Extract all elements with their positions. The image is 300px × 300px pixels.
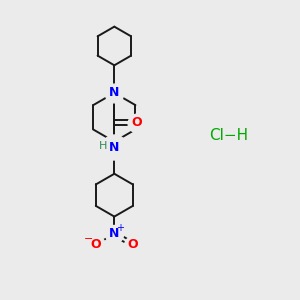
Text: O: O [131, 116, 142, 129]
Text: Cl−H: Cl−H [209, 128, 249, 142]
Text: N: N [109, 227, 119, 240]
Text: H: H [98, 140, 107, 151]
Text: +: + [116, 223, 124, 233]
Text: −: − [84, 234, 93, 244]
Text: O: O [91, 238, 101, 251]
Text: N: N [109, 86, 119, 99]
Text: O: O [128, 238, 138, 251]
Text: N: N [109, 140, 119, 154]
